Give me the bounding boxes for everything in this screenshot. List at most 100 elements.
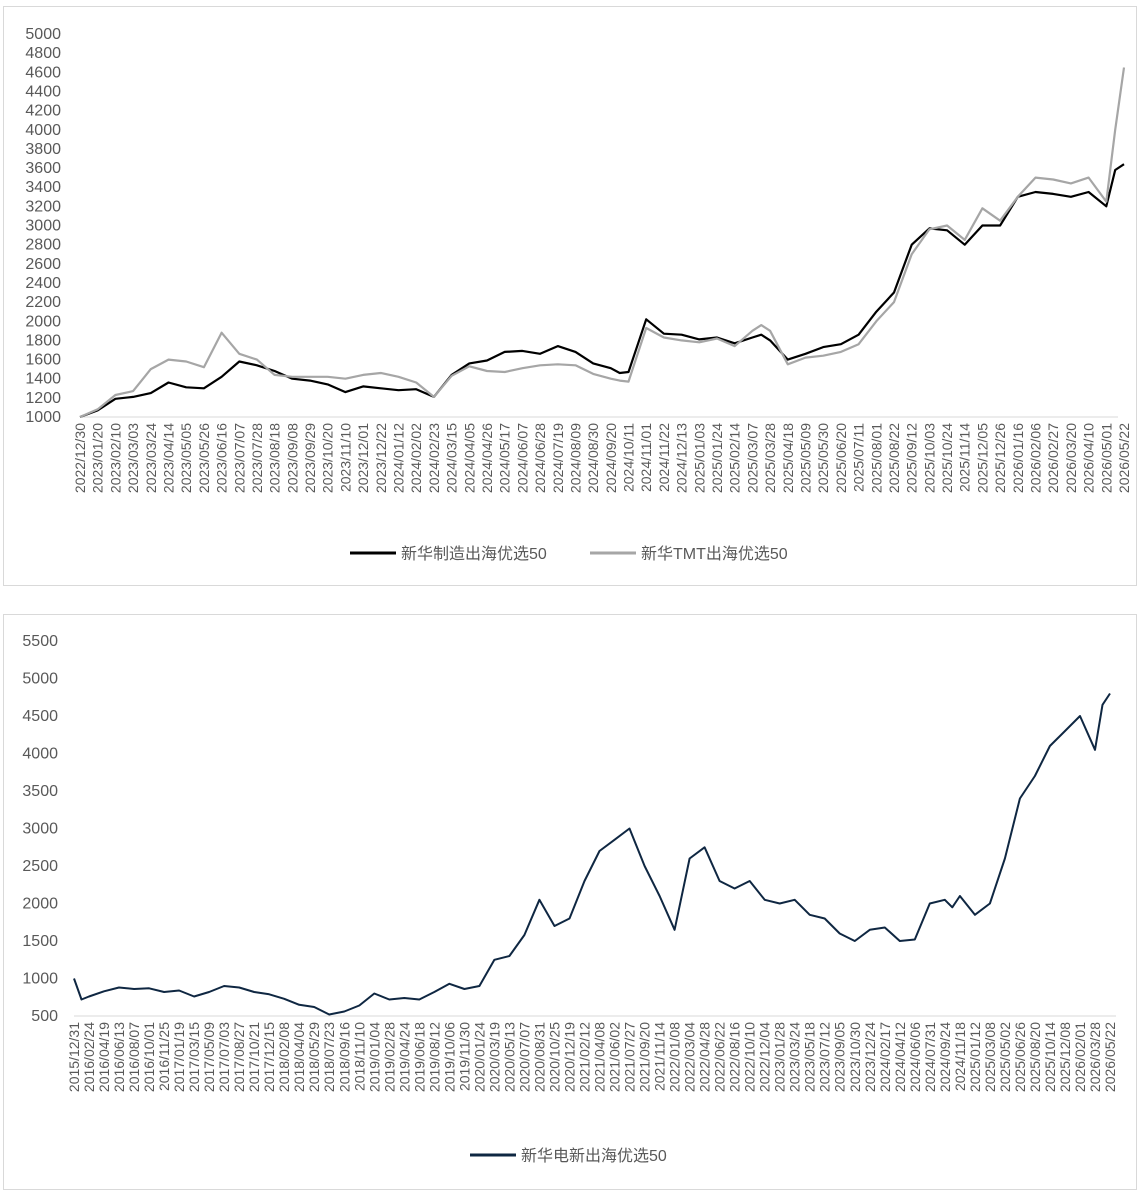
line-chart-1: 1000 1200 1400 1600 1800 2000 2200 2400 2600 2800… (25, 26, 1132, 563)
x-tick-label: 2018/05/29 (306, 1022, 322, 1092)
x-tick-label: 2019/04/24 (396, 1022, 412, 1092)
x-tick-label: 2024/10/11 (621, 423, 637, 492)
x-tick-label: 2023/01/20 (90, 423, 106, 493)
x-tick-label: 2025/12/05 (974, 423, 990, 493)
x-tick-label: 2024/01/12 (391, 423, 407, 493)
x-tick-label: 2026/03/28 (1087, 1022, 1103, 1092)
x-tick-label: 2023/07/07 (231, 423, 247, 493)
y-tick-label: 5000 (25, 26, 61, 43)
x-tick-label: 2017/07/03 (216, 1022, 232, 1092)
series-line (79, 67, 1126, 419)
x-tick-label: 2019/11/30 (456, 1022, 472, 1091)
x-tick-label: 2021/07/27 (622, 1022, 638, 1092)
x-tick-label: 2019/02/28 (381, 1022, 397, 1092)
x-tick-label: 2022/04/28 (697, 1022, 713, 1092)
y-tick-label: 1800 (25, 332, 61, 349)
y-tick-label: 2400 (25, 275, 61, 292)
x-tick-label: 2024/12/13 (674, 423, 690, 493)
x-tick-label: 2023/07/12 (817, 1022, 833, 1092)
y-tick-label: 3000 (25, 218, 61, 235)
x-tick-label: 2025/12/26 (992, 423, 1008, 493)
chart-panel-1: 1000 1200 1400 1600 1800 2000 2200 2400 2600 2800… (3, 6, 1137, 586)
x-tick-label: 2025/11/14 (957, 423, 973, 492)
x-tick-label: 2017/10/21 (246, 1022, 262, 1092)
x-tick-label: 2020/08/31 (531, 1022, 547, 1092)
x-tick-label: 2025/03/07 (744, 423, 760, 493)
x-tick-label: 2026/04/10 (1081, 423, 1097, 493)
x-tick-label: 2023/09/08 (284, 423, 300, 493)
x-tick-label: 2023/12/24 (862, 1022, 878, 1092)
y-tick-label: 2000 (22, 896, 58, 913)
x-tick-label: 2017/03/15 (186, 1022, 202, 1092)
x-tick-label: 2025/04/18 (780, 423, 796, 493)
y-tick-label: 500 (31, 1008, 58, 1025)
x-tick-label: 2022/01/08 (667, 1022, 683, 1092)
x-tick-label: 2020/01/24 (471, 1022, 487, 1092)
y-tick-label: 1500 (22, 933, 58, 950)
x-tick-label: 2021/06/02 (607, 1022, 623, 1092)
x-tick-label: 2024/03/15 (444, 423, 460, 493)
y-tick-label: 2200 (25, 294, 61, 311)
x-tick-label: 2016/04/19 (96, 1022, 112, 1092)
x-tick-label: 2020/05/13 (501, 1022, 517, 1092)
y-tick-label: 1400 (25, 371, 61, 388)
x-tick-label: 2024/06/28 (532, 423, 548, 493)
x-tick-label: 2019/01/04 (366, 1022, 382, 1092)
x-tick-label: 2025/05/09 (797, 423, 813, 493)
x-tick-label: 2021/09/20 (637, 1022, 653, 1092)
x-tick-label: 2026/02/01 (1072, 1022, 1088, 1092)
x-tick-label: 2023/09/29 (302, 423, 318, 493)
x-tick-label: 2026/02/06 (1028, 423, 1044, 493)
x-tick-label: 2024/09/24 (937, 1022, 953, 1092)
series-line (79, 163, 1125, 419)
x-tick-label: 2024/06/07 (514, 423, 530, 493)
y-tick-label: 5500 (22, 633, 58, 650)
x-tick-label: 2023/03/24 (143, 423, 159, 493)
x-tick-label: 2025/10/24 (939, 423, 955, 493)
y-tick-label: 5000 (22, 671, 58, 688)
series-line (73, 692, 1111, 1016)
x-tick-label: 2026/05/22 (1116, 423, 1132, 493)
y-tick-label: 3500 (22, 783, 58, 800)
x-tick-label: 2022/03/04 (682, 1022, 698, 1092)
x-tick-label: 2024/04/12 (892, 1022, 908, 1092)
chart-panel-2: 500 1000 1500 2000 2500 3000 3500 4000 4500 5000 5… (3, 614, 1137, 1190)
line-chart-2: 500 1000 1500 2000 2500 3000 3500 4000 4500 5000 5… (22, 633, 1118, 1165)
x-tick-label: 2024/08/09 (567, 423, 583, 493)
x-tick-label: 2018/04/04 (291, 1022, 307, 1092)
x-tick-label: 2017/12/15 (261, 1022, 277, 1092)
x-tick-label: 2023/06/16 (214, 423, 230, 493)
x-tick-label: 2020/12/19 (561, 1022, 577, 1092)
x-tick-label: 2025/03/08 (982, 1022, 998, 1092)
x-tick-label: 2018/11/10 (351, 1022, 367, 1091)
x-tick-label: 2024/04/26 (479, 423, 495, 493)
y-tick-label: 4200 (25, 103, 61, 120)
y-tick-label: 4500 (22, 708, 58, 725)
x-tick-label: 2019/10/06 (441, 1022, 457, 1092)
x-tick-label: 2019/08/12 (426, 1022, 442, 1092)
x-tick-label: 2025/10/14 (1042, 1022, 1058, 1092)
x-tick-label: 2023/08/18 (267, 423, 283, 493)
x-tick-label: 2023/03/03 (125, 423, 141, 493)
x-tick-label: 2026/02/27 (1045, 423, 1061, 493)
x-tick-label: 2025/02/14 (727, 423, 743, 493)
x-tick-label: 2022/10/10 (742, 1022, 758, 1092)
x-tick-label: 2022/12/04 (757, 1022, 773, 1092)
x-tick-label: 2024/06/06 (907, 1022, 923, 1092)
x-tick-label: 2020/07/07 (516, 1022, 532, 1092)
x-tick-label: 2024/11/22 (656, 423, 672, 492)
y-tick-label: 2600 (25, 256, 61, 273)
y-tick-label: 3200 (25, 198, 61, 215)
x-tick-label: 2024/02/02 (408, 423, 424, 493)
x-tick-label: 2021/02/12 (576, 1022, 592, 1092)
x-tick-label: 2016/08/07 (126, 1022, 142, 1092)
x-tick-label: 2020/10/25 (546, 1022, 562, 1092)
legend-label: 新华制造出海优选50 (401, 545, 547, 563)
x-tick-label: 2016/06/13 (111, 1022, 127, 1092)
x-tick-label: 2023/12/22 (373, 423, 389, 493)
x-tick-label: 2021/11/14 (652, 1022, 668, 1091)
x-tick-label: 2023/05/05 (178, 423, 194, 493)
legend-label: 新华TMT出海优选50 (641, 545, 788, 563)
x-tick-label: 2024/09/20 (603, 423, 619, 493)
x-tick-label: 2022/06/22 (712, 1022, 728, 1092)
